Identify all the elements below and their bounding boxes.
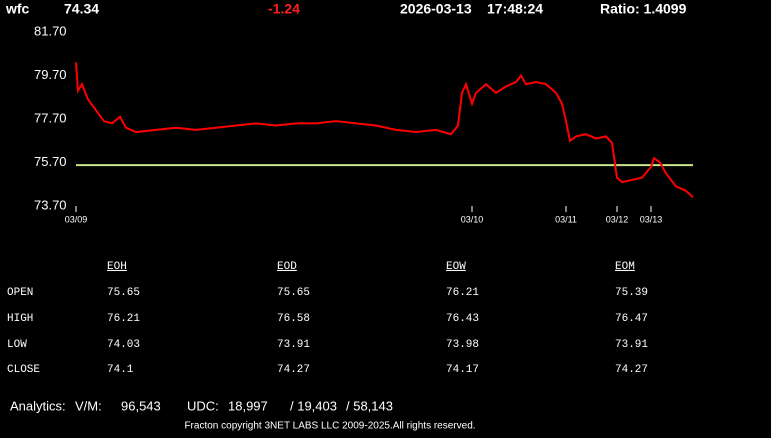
table-cell: 74.27 (615, 364, 648, 376)
x-tick-label: 03/10 (461, 214, 484, 224)
column-header: EOD (277, 261, 297, 273)
table-cell: 73.98 (446, 339, 479, 351)
ratio: Ratio: 1.4099 (600, 1, 687, 17)
y-tick-label: 75.70 (34, 154, 67, 169)
date: 2026-03-13 (400, 1, 472, 17)
price-line (75, 62, 694, 199)
y-tick-label: 73.70 (34, 197, 67, 212)
table-cell: 76.43 (446, 313, 479, 325)
analytics-item: 96,543 (121, 398, 161, 413)
row-label: CLOSE (7, 364, 40, 376)
table-cell: 76.47 (615, 313, 648, 325)
column-header: EOM (615, 261, 635, 273)
table-cell: 73.91 (277, 339, 310, 351)
table-cell: 76.21 (107, 313, 140, 325)
table-cell: 76.21 (446, 287, 479, 299)
copyright: Fracton copyright 3NET LABS LLC 2009-202… (184, 421, 475, 432)
analytics-item: Analytics: (10, 398, 66, 413)
analytics-item: 18,997 (228, 398, 268, 413)
table-cell: 76.58 (277, 313, 310, 325)
time: 17:48:24 (487, 1, 543, 17)
y-tick-label: 81.70 (34, 23, 67, 38)
table-cell: 74.03 (107, 339, 140, 351)
column-header: EOH (107, 261, 127, 273)
table-cell: 74.27 (277, 364, 310, 376)
x-tick-label: 03/13 (640, 214, 663, 224)
price: 74.34 (64, 1, 99, 17)
y-tick-label: 77.70 (34, 110, 67, 125)
row-label: OPEN (7, 287, 33, 299)
change: -1.24 (268, 1, 300, 17)
table-cell: 75.65 (107, 287, 140, 299)
x-tick-label: 03/09 (65, 214, 88, 224)
analytics-item: V/M: (75, 398, 102, 413)
row-label: LOW (7, 339, 27, 351)
table-cell: 73.91 (615, 339, 648, 351)
table-cell: 74.1 (107, 364, 134, 376)
x-tick-label: 03/12 (606, 214, 629, 224)
y-tick-label: 79.70 (34, 67, 67, 82)
analytics-item: / 58,143 (346, 398, 393, 413)
x-tick-label: 03/11 (555, 214, 577, 224)
analytics-item: UDC: (187, 398, 219, 413)
table-cell: 75.65 (277, 287, 310, 299)
column-header: EOW (446, 261, 466, 273)
row-label: HIGH (7, 313, 33, 325)
symbol: wfc (5, 1, 30, 17)
table-cell: 75.39 (615, 287, 648, 299)
table-cell: 74.17 (446, 364, 479, 376)
analytics-item: / 19,403 (290, 398, 337, 413)
